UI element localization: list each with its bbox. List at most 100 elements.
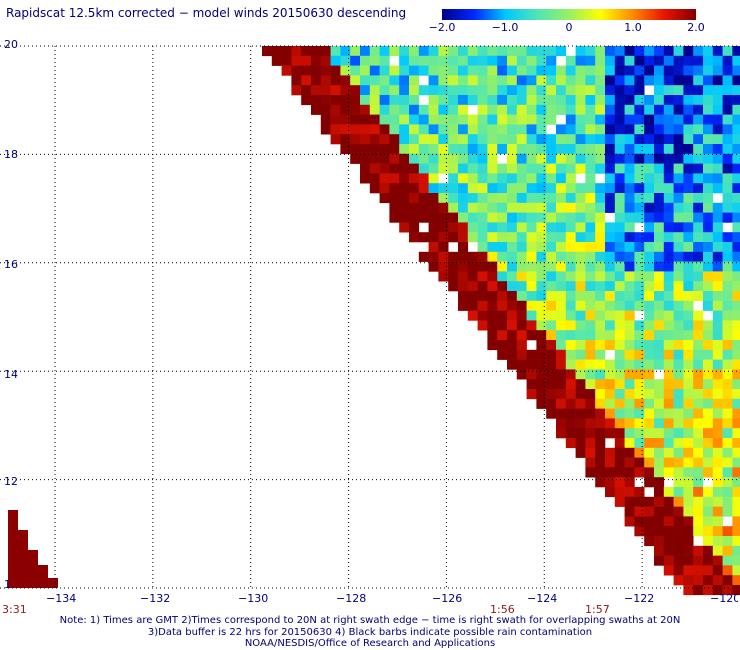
swath-cell [497, 65, 508, 76]
swath-cell [428, 104, 439, 115]
swath-cell [624, 496, 635, 507]
swath-cell [507, 65, 518, 76]
swath-cell [507, 300, 518, 311]
swath-cell [722, 281, 733, 292]
swath-cell [477, 183, 488, 194]
swath-cell [507, 281, 518, 292]
swath-cell [693, 349, 704, 360]
swath-cell [497, 320, 508, 331]
swath-cell [360, 114, 371, 125]
lon-label-128: −128 [336, 592, 367, 605]
swath-cell [595, 114, 606, 125]
swath-cell [438, 183, 449, 194]
swath-cell [693, 310, 704, 321]
swath-cell [565, 114, 576, 125]
swath-cell [673, 310, 684, 321]
swath-cell [614, 330, 625, 341]
swath-cell [497, 232, 508, 243]
swath-cell [634, 389, 645, 400]
swath-cell [614, 281, 625, 292]
swath-cell [673, 46, 684, 57]
swath-cell [673, 349, 684, 360]
swath-cell [663, 496, 674, 507]
swath-cell [585, 251, 596, 262]
swath-cell [732, 379, 740, 390]
swath-cell [399, 183, 410, 194]
swath-cell [409, 134, 420, 145]
swath-cell [732, 359, 740, 370]
swath-cell [546, 242, 557, 253]
swath-cell [605, 65, 616, 76]
swath-cell [497, 202, 508, 213]
swath-cell [624, 349, 635, 360]
swath-cell [458, 281, 469, 292]
swath-cell [654, 418, 665, 429]
swath-cell [693, 271, 704, 282]
swath-cell [595, 134, 606, 145]
swath-cell [644, 281, 655, 292]
swath-cell [654, 536, 665, 547]
swath-cell [556, 251, 567, 262]
swath-cell [605, 55, 616, 66]
colorbar-segment [648, 9, 650, 20]
colorbar-segment [668, 9, 670, 20]
colorbar-segment [678, 9, 680, 20]
swath-cell [575, 398, 586, 409]
swath-cell [575, 193, 586, 204]
swath-cell [516, 183, 527, 194]
colorbar-segment [497, 9, 499, 20]
swath-cell [575, 340, 586, 351]
swath-cell [732, 506, 740, 517]
swath-cell [516, 202, 527, 213]
swath-cell [722, 408, 733, 419]
swath-cell [565, 193, 576, 204]
colorbar-segment [623, 9, 625, 20]
swath-cell [663, 104, 674, 115]
colorbar-segment [443, 9, 445, 20]
swath-cell [654, 222, 665, 233]
colorbar-segment [550, 9, 552, 20]
swath-cell [556, 340, 567, 351]
swath-cell [654, 428, 665, 439]
swath-cell [565, 75, 576, 86]
swath-cell [438, 85, 449, 96]
swath-cell [654, 75, 665, 86]
swath-cell [487, 212, 498, 223]
swath-cell [732, 516, 740, 527]
swath-cell [722, 467, 733, 478]
swath-cell [487, 55, 498, 66]
colorbar-segment [577, 9, 579, 20]
swath-cell [487, 114, 498, 125]
swath-cell [585, 291, 596, 302]
colorbar-segment [568, 9, 570, 20]
swath-cell [487, 232, 498, 243]
swath-cell [654, 526, 665, 537]
swath-cell [477, 173, 488, 184]
swath-cell [585, 163, 596, 174]
swath-cell [614, 477, 625, 488]
swath-cell [722, 65, 733, 76]
colorbar-segment [500, 9, 502, 20]
swath-cell [663, 438, 674, 449]
swath-cell [614, 232, 625, 243]
swath-cell [526, 379, 537, 390]
swath-cell [595, 242, 606, 253]
swath-cell [693, 222, 704, 233]
swath-cell [683, 477, 694, 488]
swath-cell [654, 281, 665, 292]
swath-cell [614, 212, 625, 223]
swath-cell [634, 104, 645, 115]
swath-cell [654, 496, 665, 507]
swath-cell [546, 300, 557, 311]
colorbar-segment [547, 9, 549, 20]
swath-cell [507, 251, 518, 262]
swath-cell [673, 153, 684, 164]
swath-cell [673, 232, 684, 243]
swath-cell [712, 114, 723, 125]
swath-cell [565, 359, 576, 370]
swath-cell [732, 114, 740, 125]
swath-cell [732, 565, 740, 576]
swath-cell [595, 428, 606, 439]
swath-cell [438, 46, 449, 57]
swath-cell [350, 85, 361, 96]
